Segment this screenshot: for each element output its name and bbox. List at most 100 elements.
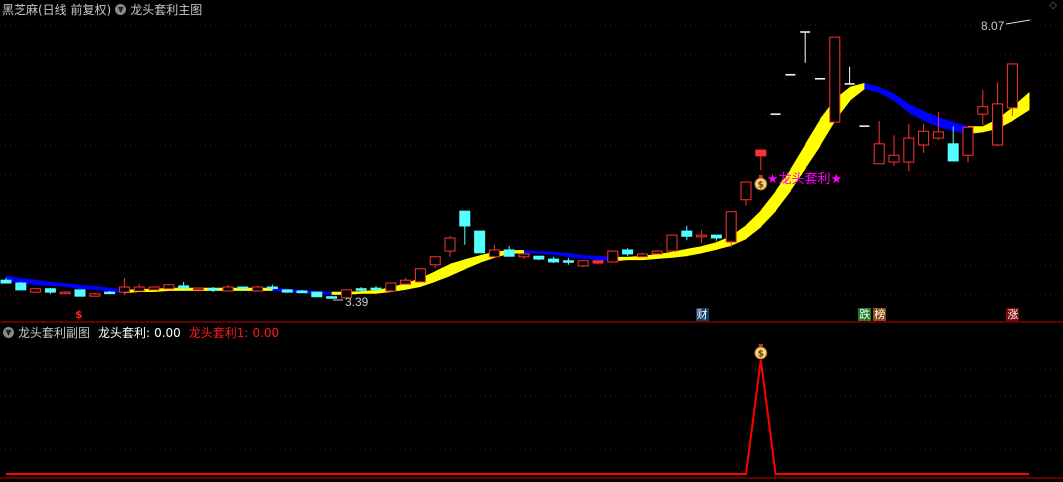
candle-body	[681, 230, 693, 237]
ribbon-segment	[50, 282, 66, 287]
candle-body	[533, 255, 545, 260]
candle-body	[977, 106, 989, 115]
candle-body	[503, 249, 515, 257]
candle-body	[355, 288, 367, 291]
candle	[651, 250, 663, 255]
ribbon-segment	[450, 259, 466, 277]
ribbon-segment	[94, 286, 111, 293]
candle-body	[311, 291, 323, 298]
candle	[89, 292, 101, 297]
candle-body	[15, 282, 27, 291]
candle-body	[222, 286, 234, 292]
candle	[873, 121, 885, 165]
candle-body	[89, 293, 101, 297]
candle	[252, 285, 264, 292]
ribbon-segment	[760, 190, 777, 227]
candle-body	[370, 287, 382, 291]
candle	[725, 211, 737, 248]
main-indicator-name[interactable]: 龙头套利主图	[130, 3, 203, 17]
ribbon-segment	[849, 82, 865, 101]
chevron-down-circle-icon[interactable]: ▼	[115, 4, 127, 15]
bottom-marker: $	[75, 308, 83, 321]
ribbon-segment	[524, 250, 540, 254]
candle	[340, 289, 352, 299]
value1: 0.00	[154, 325, 181, 340]
candle	[207, 287, 219, 293]
candle-body	[340, 289, 352, 299]
ribbon-segment	[1012, 92, 1030, 121]
candle-body	[562, 260, 574, 263]
bag-symbol: $	[758, 181, 764, 191]
ribbon-segment	[435, 263, 451, 282]
candle-body	[651, 250, 663, 255]
candle	[222, 284, 234, 292]
high-price-label: 8.07	[981, 19, 1005, 33]
candles	[0, 31, 1018, 299]
candle	[932, 111, 944, 140]
sub-indicator-name[interactable]: 龙头套利副图	[18, 326, 91, 340]
value1-label: 龙头套利:	[98, 326, 151, 340]
candle-body	[192, 287, 204, 291]
candle	[918, 123, 930, 153]
candle-body	[607, 250, 619, 263]
ribbon-segment	[864, 82, 880, 93]
bottom-marker: 榜	[873, 308, 887, 321]
sub-series-line	[6, 359, 1029, 475]
candle	[947, 126, 959, 162]
chevron-down-circle-icon[interactable]: ▼	[3, 327, 14, 338]
candle-body	[74, 289, 86, 297]
ribbon-segment	[361, 290, 377, 294]
candle	[370, 285, 382, 291]
candle-body	[740, 181, 752, 201]
money-bag-icon: $	[754, 175, 768, 191]
candle-body	[178, 285, 190, 289]
candle	[429, 256, 441, 269]
ribbon-segment	[908, 104, 925, 121]
bottom-marker: 财	[695, 308, 709, 321]
candle	[163, 284, 175, 290]
chevron-down-icon[interactable]: ◇	[1049, 0, 1057, 11]
candle	[977, 90, 989, 125]
candle	[533, 255, 545, 261]
candle	[1006, 63, 1018, 116]
candle	[459, 210, 471, 245]
low-price-label: 3.39	[345, 295, 369, 309]
candle	[548, 256, 560, 264]
candle-body	[133, 286, 145, 292]
ribbon-segment	[568, 252, 584, 259]
main-header: 黑芝麻(日线 前复权) ▼ 龙头套利主图	[2, 1, 202, 18]
high-arrow-icon	[1005, 19, 1031, 25]
candle	[488, 244, 500, 258]
candle-body	[918, 130, 930, 146]
ribbon-segment	[583, 255, 599, 261]
bag-symbol: $	[758, 350, 764, 360]
ribbon-segment	[923, 110, 939, 128]
candle	[577, 260, 589, 268]
candle	[326, 296, 338, 299]
ribbon-segment	[686, 246, 703, 257]
candle-body	[518, 253, 530, 258]
bag-tie	[758, 175, 763, 178]
candle-body	[30, 288, 42, 293]
candle	[622, 248, 634, 257]
candle	[992, 82, 1004, 147]
ribbon-segment	[420, 271, 436, 287]
candle	[696, 229, 708, 244]
candle-body	[118, 286, 130, 293]
candle	[74, 289, 86, 297]
candle	[385, 282, 397, 293]
ribbon-segment	[80, 284, 96, 290]
candle	[148, 286, 160, 291]
candle-body	[148, 286, 160, 291]
candle	[503, 245, 515, 257]
candle	[281, 289, 293, 293]
candle-body	[44, 288, 56, 293]
candle	[562, 257, 574, 265]
stock-title[interactable]: 黑芝麻(日线 前复权)	[2, 3, 112, 17]
ribbon-segment	[746, 210, 762, 239]
candle	[518, 253, 530, 260]
candle	[414, 268, 426, 283]
candle	[903, 123, 915, 172]
candle	[104, 291, 116, 295]
